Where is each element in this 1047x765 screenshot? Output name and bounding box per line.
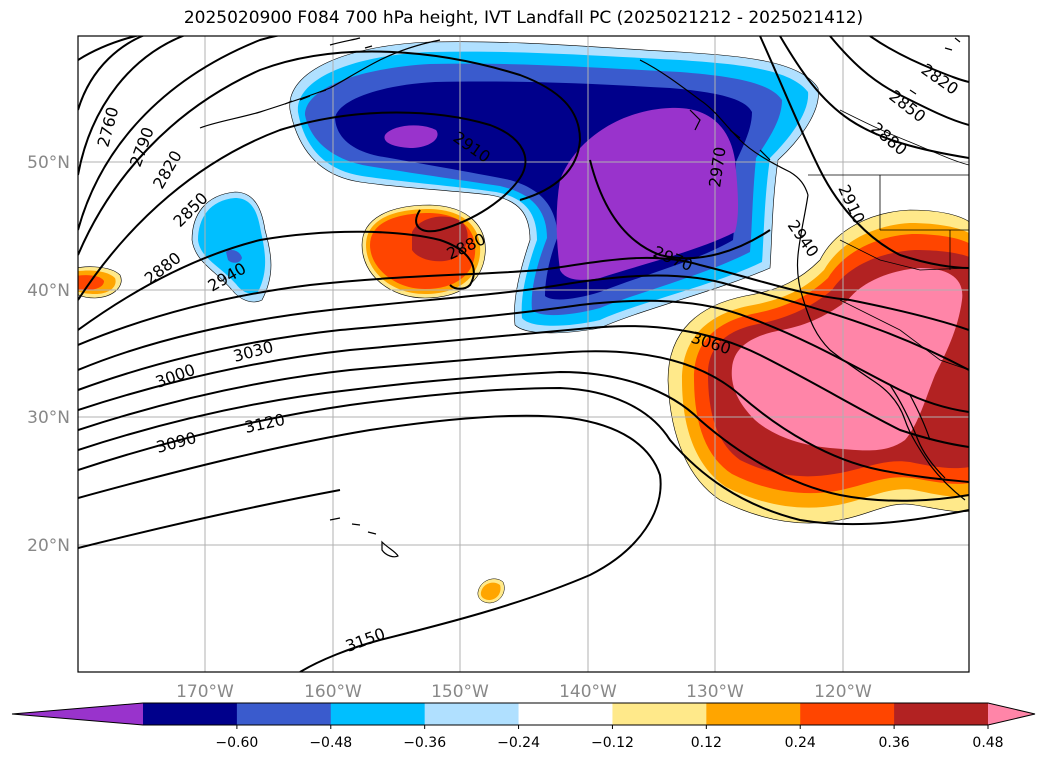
height-contours [78,36,969,672]
colorbar-tick-label: 0.48 [972,735,1003,751]
lon-label: 140°W [559,682,617,702]
colorbar-tick-label: 0.24 [785,735,816,751]
lon-label: 130°W [686,682,744,702]
colorbar-extension-low [12,703,143,725]
lat-label: 30°N [27,408,70,428]
colorbar-segment [424,703,520,725]
colorbar-segment [330,703,426,725]
colorbar-tick-label: 0.12 [691,735,722,751]
lon-label: 120°W [814,682,872,702]
colorbar-segment [800,703,895,725]
latitude-labels: 50°N 40°N 30°N 20°N [27,153,70,556]
lat-label: 20°N [27,536,70,556]
colorbar-segment [143,703,238,725]
lat-label: 50°N [27,153,70,173]
lon-label: 150°W [431,682,489,702]
colorbar-extension-high [988,703,1035,725]
political-borders [808,109,969,371]
negative-ivt-small-region [191,191,272,303]
colorbar-tick-label: −0.36 [403,735,446,751]
colorbar-tick-label: −0.24 [497,735,540,751]
colorbar-segment [518,703,613,725]
colorbar-segment [894,703,989,725]
longitude-labels: 170°W 160°W 150°W 140°W 130°W 120°W [176,682,872,702]
colorbar-outline [11,702,1036,726]
colorbar-tick-label: −0.60 [215,735,258,751]
colorbar-tick-label: −0.48 [309,735,352,751]
lon-label: 170°W [176,682,234,702]
gridlines [78,36,969,672]
map-frame [77,35,970,673]
positive-ivt-hawaii-region [477,578,505,604]
colorbar-tick-label: −0.12 [591,735,634,751]
colorbar: −0.60 −0.48 −0.36 −0.24 −0.12 0.12 0.24 0.36 0.4… [11,702,1036,751]
map-title: 2025020900 F084 700 hPa height, IVT Land… [183,8,864,28]
lon-label: 160°W [304,682,362,702]
colorbar-tick-label: 0.36 [879,735,910,751]
positive-ivt-large-region [667,209,969,524]
colorbar-segment [706,703,801,725]
colorbar-segment [612,703,707,725]
lat-label: 40°N [27,281,70,301]
colorbar-segment [236,703,332,725]
